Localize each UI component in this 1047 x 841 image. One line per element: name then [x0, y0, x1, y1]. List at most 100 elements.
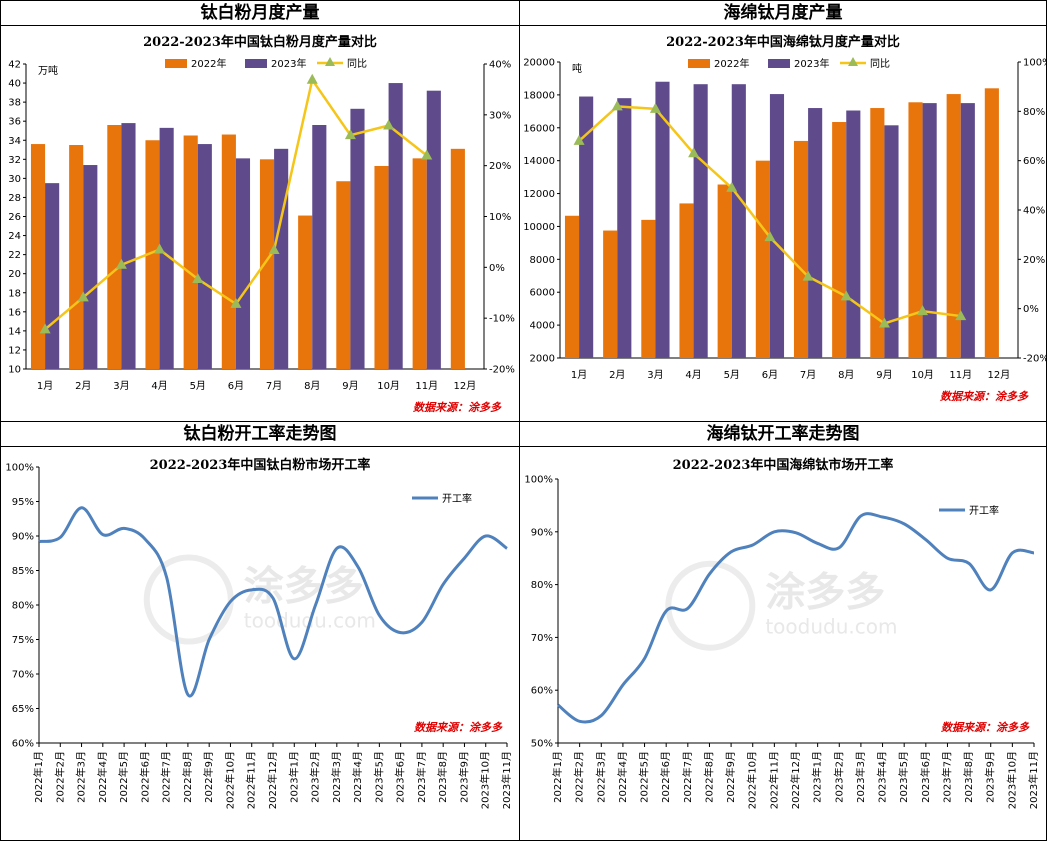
x-tick-label: 9月: [876, 369, 892, 381]
y-tick-label: 18: [8, 288, 21, 299]
x-tick-label: 2023年4月: [876, 751, 889, 803]
x-tick-label: 2022年5月: [638, 751, 651, 803]
x-tick-label: 2022年6月: [138, 751, 151, 803]
yoy-marker: [77, 291, 89, 302]
y2-tick-label: 40%: [1023, 206, 1045, 217]
x-tick-label: 2023年7月: [415, 751, 428, 803]
bar-2023年: [846, 110, 861, 358]
data-source: 数据来源：涂多多: [940, 390, 1029, 403]
watermark-logo-icon: [665, 560, 756, 651]
y-tick-label: 28: [8, 193, 21, 204]
bar-2023年: [426, 90, 441, 369]
watermark-logo-icon: [143, 554, 234, 645]
x-tick-label: 2022年7月: [681, 751, 694, 803]
y-tick-label: 65%: [12, 704, 34, 715]
x-tick-label: 2022年6月: [659, 751, 672, 803]
y-tick-label: 42: [8, 60, 21, 71]
y-tick-label: 85%: [12, 566, 34, 577]
legend-swatch-2022: [165, 59, 187, 68]
x-tick-label: 2023年2月: [832, 751, 845, 803]
y2-tick-label: 20%: [1023, 255, 1045, 266]
bar-2022年: [564, 215, 580, 358]
bar-2023年: [121, 123, 136, 369]
legend-label-2022: 2022年: [714, 57, 749, 70]
y2-tick-label: 20%: [489, 161, 511, 172]
bar-2022年: [107, 125, 122, 369]
y-tick-label: 14: [8, 326, 21, 337]
yoy-marker: [421, 149, 433, 160]
bar-2023年: [922, 103, 937, 358]
y-tick-label: 20: [8, 269, 21, 280]
yoy-marker: [840, 290, 852, 301]
watermark-text: 涂多多: [244, 563, 364, 609]
bar-2023年: [769, 94, 785, 359]
y-tick-label: 16: [8, 307, 21, 318]
x-tick-label: 2023年6月: [919, 751, 932, 803]
y-tick-label: 38: [8, 98, 21, 109]
y2-tick-label: 40%: [489, 60, 511, 71]
x-tick-label: 7月: [800, 369, 816, 381]
x-tick-label: 2023年10月: [1005, 751, 1018, 809]
yoy-marker: [306, 73, 318, 84]
bar-2022年: [145, 140, 160, 369]
legend-label-rate: 开工率: [442, 492, 472, 505]
bar-chart-titanium-dioxide: 2022-2023年中国钛白粉月度产量对比 10 12 14 16 18 20 22 24 26 2…: [8, 34, 515, 414]
x-tick-label: 2023年9月: [984, 751, 997, 803]
x-tick-label: 8月: [304, 380, 320, 392]
x-tick-label: 6月: [762, 369, 778, 381]
bar-2022年: [259, 159, 275, 369]
x-tick-label: 2022年10月: [746, 751, 759, 809]
panel-title: 海绵钛开工率走势图: [520, 422, 1046, 447]
yoy-marker: [802, 270, 814, 281]
y2-tick-label: 60%: [1023, 156, 1045, 167]
y2-tick-label: 30%: [489, 110, 511, 121]
y-tick-label: 60%: [12, 739, 34, 750]
yoy-marker: [230, 297, 242, 308]
x-tick-label: 2023年6月: [394, 751, 407, 803]
x-tick-label: 2023年11月: [500, 751, 513, 809]
yoy-marker: [344, 129, 356, 140]
bar-2022年: [870, 108, 885, 359]
bar-2022年: [183, 135, 198, 369]
x-tick-label: 2023年9月: [457, 751, 470, 803]
yoy-marker: [726, 181, 738, 192]
x-tick-label: 5月: [724, 369, 740, 381]
bar-2023年: [197, 144, 212, 369]
x-tick-label: 2023年4月: [351, 751, 364, 803]
legend-label-2023: 2023年: [271, 57, 306, 70]
watermark-url: toodudu.com: [765, 615, 897, 639]
legend-label-yoy: 同比: [870, 58, 890, 70]
x-tick-label: 11月: [415, 380, 438, 392]
x-tick-label: 2023年1月: [811, 751, 824, 803]
bar-2022年: [221, 134, 236, 369]
y-tick-label: 34: [8, 136, 21, 147]
y-tick-label: 80%: [531, 580, 553, 591]
legend-label-2022: 2022年: [191, 57, 226, 70]
x-tick-label: 2022年4月: [96, 751, 109, 803]
bar-2022年: [30, 144, 46, 369]
legend-swatch-2023: [245, 59, 267, 68]
x-tick-label: 2023年11月: [1027, 751, 1040, 809]
bar-2022年: [603, 230, 618, 358]
x-tick-label: 2023年2月: [309, 751, 322, 803]
x-tick-label: 2022年7月: [160, 751, 173, 803]
y-tick-label: 4000: [530, 321, 555, 332]
chart-title: 2022-2023年中国钛白粉月度产量对比: [143, 34, 377, 50]
y-tick-label: 90%: [12, 532, 34, 543]
y-tick-label: 8000: [530, 255, 555, 266]
y-tick-label: 10: [8, 365, 21, 376]
x-tick-label: 2023年8月: [436, 751, 449, 803]
y-unit-label: 吨: [572, 62, 582, 75]
yoy-marker: [383, 119, 395, 130]
line-chart-titanium-dioxide-rate: 2022-2023年中国钛白粉市场开工率涂多多toodudu.com60%65%…: [5, 457, 513, 809]
x-tick-label: 2022年9月: [724, 751, 737, 803]
y2-tick-label: -20%: [1023, 354, 1046, 365]
x-tick-label: 11月: [949, 369, 972, 381]
x-tick-label: 12月: [454, 380, 477, 392]
bar-2023年: [617, 98, 632, 358]
bar-2023年: [655, 81, 670, 358]
y-tick-label: 80%: [12, 601, 34, 612]
bar-2022年: [908, 102, 923, 359]
bar-chart-titanium-sponge: 2022-2023年中国海绵钛月度产量对比 2000 4000 6000 8000 100…: [523, 34, 1046, 403]
